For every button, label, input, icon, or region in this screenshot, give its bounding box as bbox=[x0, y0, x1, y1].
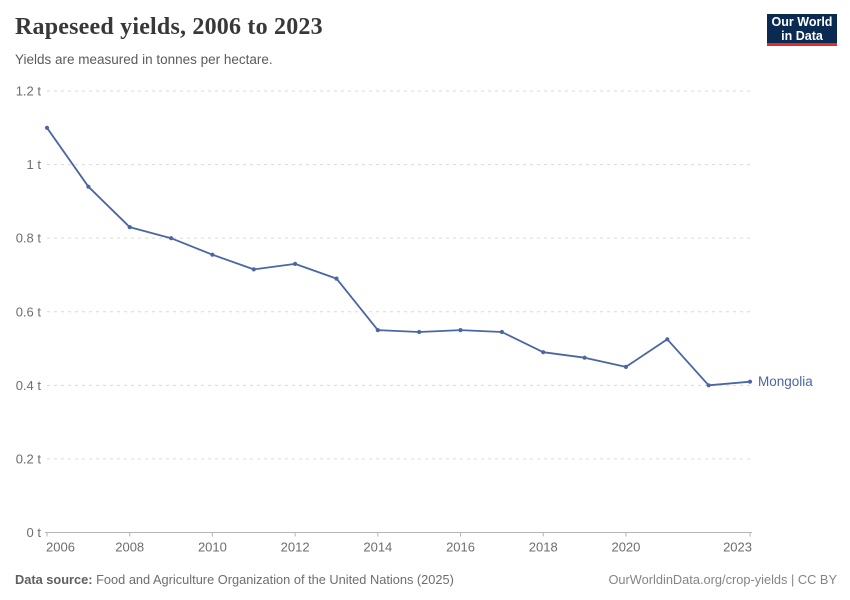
y-tick-label: 0 t bbox=[27, 525, 42, 540]
y-tick-label: 0.6 t bbox=[16, 304, 42, 319]
line-chart-canvas[interactable]: 0 t 0.2 t 0.4 t 0.6 t 0.8 t 1 t 1.2 t 2006 2008 2… bbox=[0, 80, 850, 560]
data-point[interactable] bbox=[251, 267, 256, 272]
x-tick-label: 2006 bbox=[46, 540, 75, 555]
data-point[interactable] bbox=[293, 261, 298, 266]
x-tick-label: 2023 bbox=[723, 540, 752, 555]
owid-logo[interactable]: Our World in Data bbox=[767, 14, 837, 46]
data-point[interactable] bbox=[127, 225, 132, 230]
data-point[interactable] bbox=[747, 379, 753, 384]
data-point[interactable] bbox=[706, 383, 711, 388]
data-point[interactable] bbox=[665, 337, 670, 342]
series-label-mongolia[interactable]: Mongolia bbox=[758, 374, 813, 389]
x-tick-label: 2020 bbox=[611, 540, 640, 555]
data-point[interactable] bbox=[458, 328, 463, 333]
data-point[interactable] bbox=[499, 329, 504, 335]
y-tick-label: 0.2 t bbox=[16, 451, 42, 466]
series-line-mongolia[interactable] bbox=[46, 126, 751, 387]
y-tick-label: 0.8 t bbox=[16, 231, 42, 246]
x-tick-label: 2016 bbox=[446, 540, 475, 555]
x-tick-label: 2008 bbox=[115, 540, 144, 555]
footer-separator: | bbox=[787, 572, 798, 587]
data-point[interactable] bbox=[375, 328, 380, 333]
license-label: CC BY bbox=[797, 572, 837, 587]
owid-logo-line2: in Data bbox=[781, 28, 823, 43]
data-point[interactable] bbox=[582, 355, 587, 360]
data-point[interactable] bbox=[86, 184, 91, 189]
x-tick-label: 2012 bbox=[281, 540, 310, 555]
footer-credits: OurWorldinData.org/crop-yields | CC BY bbox=[608, 572, 837, 587]
data-source-label: Data source: bbox=[15, 572, 93, 587]
data-point[interactable] bbox=[541, 350, 546, 355]
data-point[interactable] bbox=[334, 276, 339, 281]
y-tick-label: 0.4 t bbox=[16, 378, 42, 393]
x-tick-label: 2010 bbox=[198, 540, 227, 555]
data-source-note: Data source: Food and Agriculture Organi… bbox=[15, 572, 454, 587]
x-tick-label: 2018 bbox=[529, 540, 558, 555]
y-tick-label: 1.2 t bbox=[16, 84, 42, 99]
data-source-text: Food and Agriculture Organization of the… bbox=[96, 572, 454, 587]
data-point[interactable] bbox=[169, 236, 174, 241]
owid-logo-line1: Our World bbox=[771, 14, 833, 29]
owid-url-link[interactable]: OurWorldinData.org/crop-yields bbox=[608, 572, 788, 587]
data-point[interactable] bbox=[623, 364, 629, 369]
data-point[interactable] bbox=[44, 125, 50, 130]
data-point[interactable] bbox=[417, 329, 422, 335]
page-title: Rapeseed yields, 2006 to 2023 bbox=[15, 14, 323, 40]
y-tick-label: 1 t bbox=[27, 157, 42, 172]
data-point[interactable] bbox=[210, 252, 215, 257]
x-tick-label: 2014 bbox=[363, 540, 392, 555]
chart-subtitle: Yields are measured in tonnes per hectar… bbox=[15, 52, 273, 67]
